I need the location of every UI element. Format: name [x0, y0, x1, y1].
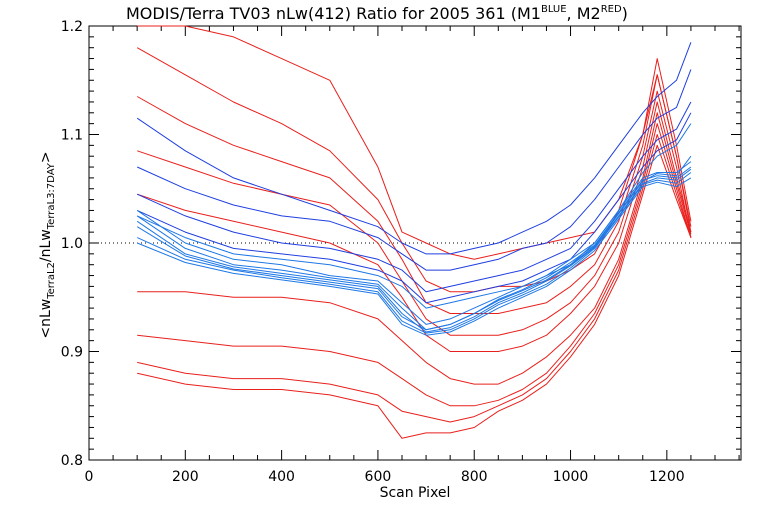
series-line-m2-red [137, 123, 692, 407]
chart-title: MODIS/Terra TV03 nLw(412) Ratio for 2005… [126, 4, 628, 23]
series-group [136, 25, 692, 439]
x-tick-label: 0 [85, 469, 94, 485]
title-main: MODIS/Terra TV03 nLw(412) Ratio for 2005… [126, 4, 541, 23]
y-label-slash: /nLw [38, 229, 54, 262]
series-line-m2-red [137, 144, 692, 439]
series-line-m1-blue [136, 123, 692, 309]
series-line-m1-blue [136, 42, 692, 255]
series-line-m2-red [137, 90, 692, 336]
title-sup-red: RED [601, 4, 622, 15]
series-line-m1-blue [136, 155, 692, 331]
x-tick-label: 400 [268, 469, 295, 485]
series-line-m2-red [136, 74, 692, 314]
series-line-m1-blue [136, 112, 692, 304]
x-tick-label: 1000 [553, 469, 589, 485]
y-tick-label: 0.9 [61, 345, 83, 361]
x-axis-label: Scan Pixel [380, 485, 451, 501]
series-line-m1-blue [137, 177, 692, 336]
y-label-open: <nLw [38, 299, 54, 339]
series-line-m1-blue [136, 161, 692, 325]
y-tick-label: 1.2 [61, 19, 83, 35]
axis-ticks [88, 25, 741, 461]
series-line-m1-blue [136, 69, 692, 271]
series-line-m1-blue [136, 168, 692, 333]
y-tick-label: 0.8 [61, 453, 83, 469]
series-line-m2-red [137, 134, 692, 423]
y-label-sub-l2: TerraL2 [46, 262, 57, 300]
x-tick-label: 600 [365, 469, 392, 485]
series-line-m2-red [137, 25, 692, 260]
x-tick-label: 1200 [649, 469, 685, 485]
title-end: ) [622, 4, 628, 23]
x-tick-label: 800 [461, 469, 488, 485]
title-mid: , M2 [567, 4, 601, 23]
y-label-close: > [38, 151, 54, 163]
y-tick-label: 1.0 [61, 236, 83, 252]
series-line-m1-blue [136, 172, 692, 334]
x-tick-label: 200 [172, 469, 199, 485]
title-sup-blue: BLUE [541, 4, 567, 15]
axis-tick-labels: 0 200 400 600 800 1000 1200 0.8 0.9 1.0 1.1 1.2 [61, 19, 685, 485]
series-line-m1-blue [136, 101, 692, 293]
y-tick-label: 1.1 [61, 128, 83, 144]
y-axis-label: <nLwTerraL2/nLwTerraL3:7DAY> [38, 151, 57, 338]
y-label-sub-l3: TerraL3:7DAY [46, 162, 57, 230]
